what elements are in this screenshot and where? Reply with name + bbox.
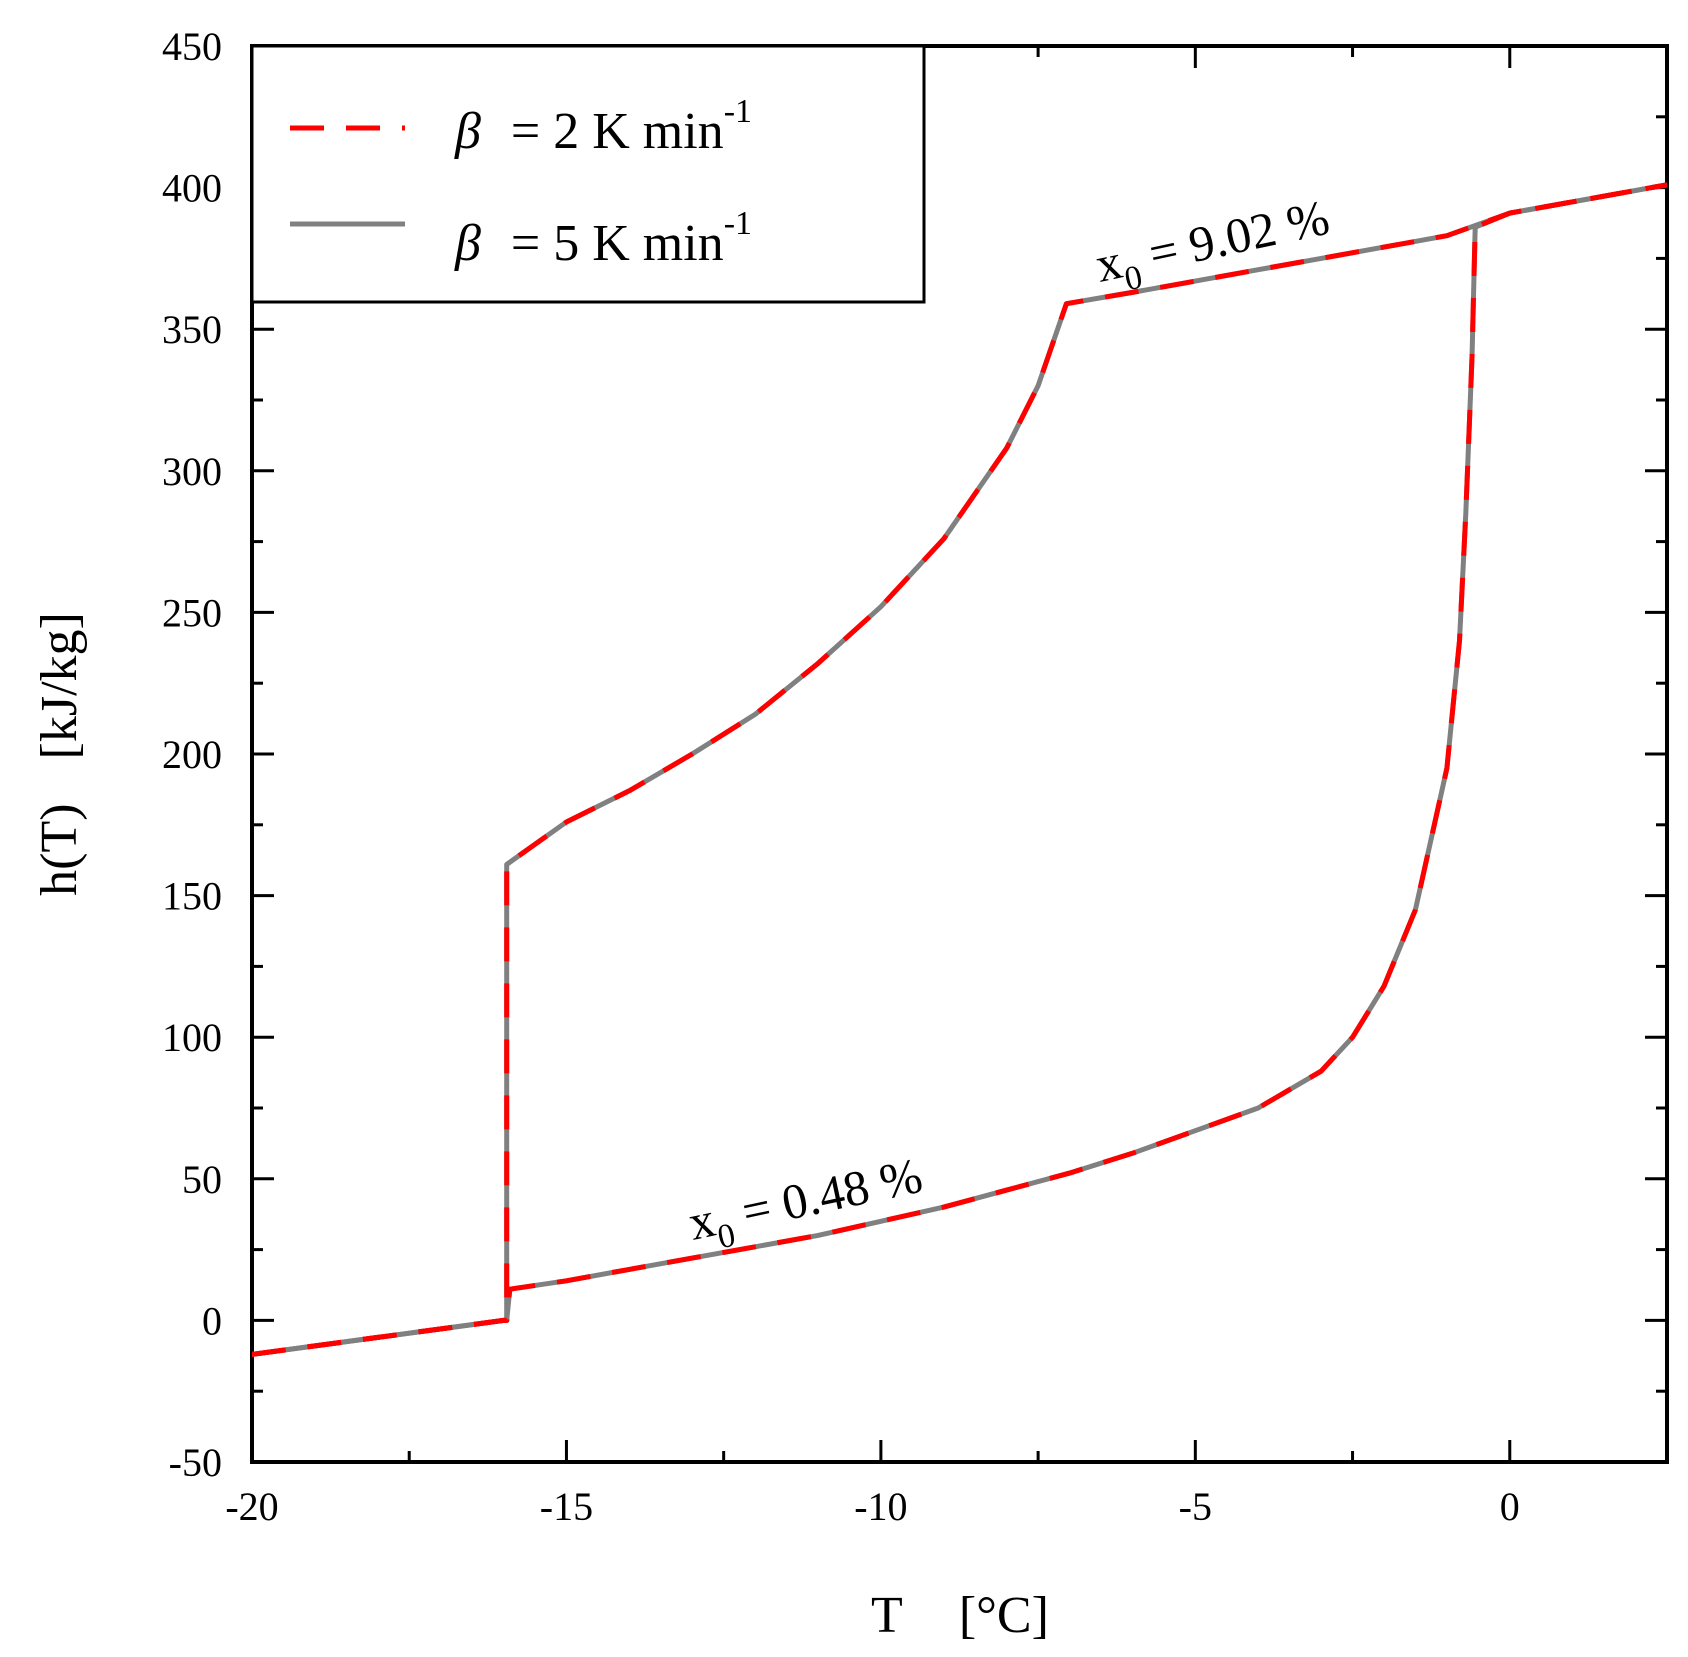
x-tick-label: 0 (1500, 1484, 1520, 1529)
y-tick-label: 450 (162, 24, 222, 69)
series-line-solid-5k-1 (252, 182, 1667, 1357)
x-tick-label: -10 (854, 1484, 907, 1529)
x-tick-label: -20 (225, 1484, 278, 1529)
y-tick-label: 50 (182, 1157, 222, 1202)
x-tick-label: -15 (540, 1484, 593, 1529)
series-line-dashed-2k-3 (252, 182, 1667, 1357)
x-axis-title: T [°C] (871, 1587, 1049, 1644)
x-tick-label: -5 (1179, 1484, 1212, 1529)
axis-tick-labels: -20 -15 -10 -5 0-500501001502002503003504004… (162, 24, 1520, 1529)
series-line-solid-5k-0 (252, 182, 1667, 1357)
y-tick-label: 0 (202, 1298, 222, 1343)
annotation-upper: x0 = 9.02 % (1091, 189, 1337, 304)
y-tick-label: 250 (162, 590, 222, 635)
y-tick-label: 100 (162, 1015, 222, 1060)
y-tick-label: -50 (169, 1440, 222, 1485)
y-tick-label: 300 (162, 449, 222, 494)
legend-entry-2k: β = 2 K min-1 (454, 93, 752, 160)
series-line-dashed-2k-2 (252, 182, 1667, 1357)
y-tick-label: 350 (162, 307, 222, 352)
series-layer (252, 182, 1667, 1357)
y-tick-label: 400 (162, 166, 222, 211)
legend: β = 2 K min-1 β = 5 K min-1 (250, 44, 926, 304)
y-tick-label: 200 (162, 732, 222, 777)
legend-entry-5k: β = 5 K min-1 (454, 205, 752, 272)
y-tick-label: 150 (162, 874, 222, 919)
y-axis-title: h(T)[kJ/kg] (31, 612, 88, 896)
legend-box (250, 44, 926, 304)
annotation-lower: x0 = 0.48 % (684, 1147, 930, 1262)
